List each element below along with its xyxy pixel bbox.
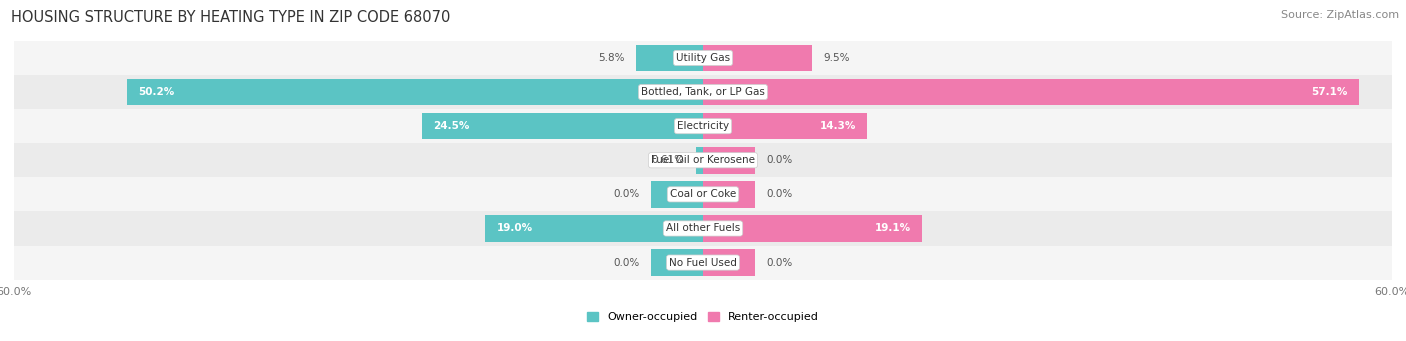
- Text: 0.0%: 0.0%: [613, 257, 640, 268]
- Bar: [14, 41, 1392, 75]
- Text: 24.5%: 24.5%: [433, 121, 470, 131]
- Bar: [696, 147, 703, 174]
- Bar: [14, 143, 1392, 177]
- Bar: [703, 147, 755, 174]
- Bar: [637, 45, 703, 71]
- Text: 14.3%: 14.3%: [820, 121, 856, 131]
- Text: 5.8%: 5.8%: [599, 53, 624, 63]
- Text: 0.0%: 0.0%: [766, 155, 793, 165]
- Bar: [703, 79, 1358, 105]
- Text: No Fuel Used: No Fuel Used: [669, 257, 737, 268]
- Bar: [703, 45, 813, 71]
- Text: Coal or Coke: Coal or Coke: [669, 189, 737, 199]
- Bar: [485, 215, 703, 242]
- Bar: [14, 246, 1392, 280]
- Text: 19.0%: 19.0%: [496, 223, 533, 234]
- Text: HOUSING STRUCTURE BY HEATING TYPE IN ZIP CODE 68070: HOUSING STRUCTURE BY HEATING TYPE IN ZIP…: [11, 10, 450, 25]
- Text: 9.5%: 9.5%: [824, 53, 851, 63]
- Bar: [703, 249, 755, 276]
- Text: 0.0%: 0.0%: [766, 257, 793, 268]
- Bar: [651, 181, 703, 208]
- Text: Electricity: Electricity: [676, 121, 730, 131]
- Bar: [14, 211, 1392, 246]
- Bar: [703, 215, 922, 242]
- Text: 57.1%: 57.1%: [1310, 87, 1347, 97]
- Bar: [651, 249, 703, 276]
- Bar: [422, 113, 703, 139]
- Bar: [14, 109, 1392, 143]
- Text: 0.61%: 0.61%: [651, 155, 685, 165]
- Bar: [127, 79, 703, 105]
- Bar: [703, 113, 868, 139]
- Text: Source: ZipAtlas.com: Source: ZipAtlas.com: [1281, 10, 1399, 20]
- Text: All other Fuels: All other Fuels: [666, 223, 740, 234]
- Text: 0.0%: 0.0%: [766, 189, 793, 199]
- Legend: Owner-occupied, Renter-occupied: Owner-occupied, Renter-occupied: [582, 308, 824, 327]
- Text: 19.1%: 19.1%: [875, 223, 911, 234]
- Bar: [14, 177, 1392, 211]
- Text: 0.0%: 0.0%: [613, 189, 640, 199]
- Text: Utility Gas: Utility Gas: [676, 53, 730, 63]
- Bar: [14, 75, 1392, 109]
- Text: Fuel Oil or Kerosene: Fuel Oil or Kerosene: [651, 155, 755, 165]
- Text: 50.2%: 50.2%: [138, 87, 174, 97]
- Bar: [703, 181, 755, 208]
- Text: Bottled, Tank, or LP Gas: Bottled, Tank, or LP Gas: [641, 87, 765, 97]
